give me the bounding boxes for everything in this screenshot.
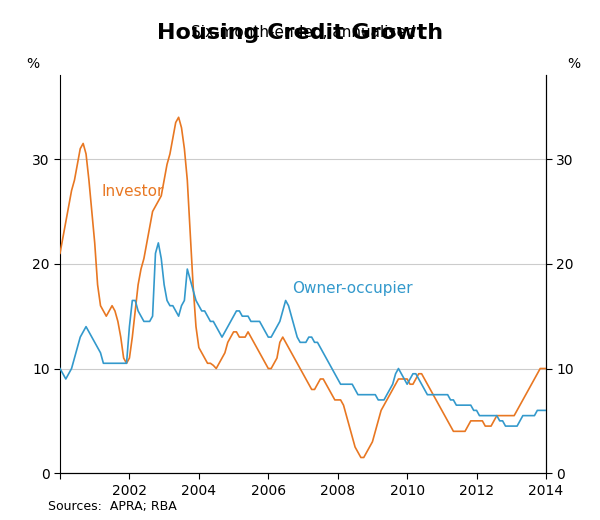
Text: Owner-occupier: Owner-occupier [293, 281, 413, 296]
Text: Housing Credit Growth: Housing Credit Growth [157, 23, 443, 43]
Text: Investor: Investor [101, 184, 164, 199]
Text: %: % [567, 57, 580, 71]
Text: Sources:  APRA; RBA: Sources: APRA; RBA [48, 500, 177, 513]
Text: %: % [26, 57, 39, 71]
Title: Six-month-ended, annualised: Six-month-ended, annualised [191, 24, 415, 40]
